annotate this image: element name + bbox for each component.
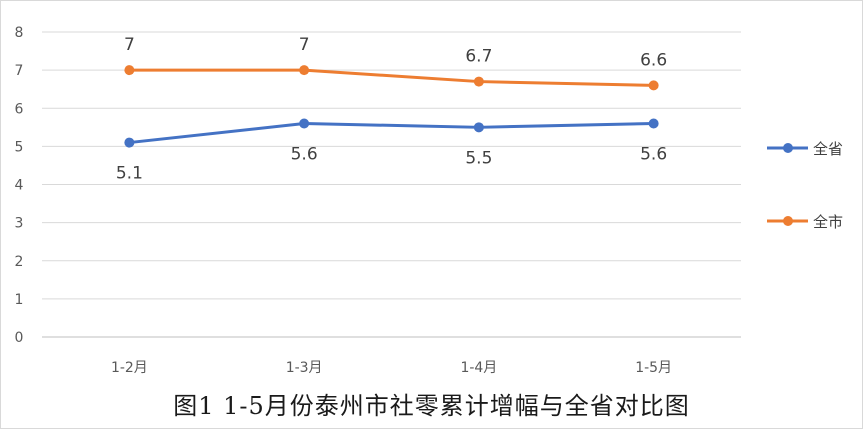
series-line-0 [127, 122, 656, 145]
series-line-1 [127, 68, 656, 87]
data-label: 5.6 [640, 145, 667, 165]
x-tick-label: 1-4月 [460, 360, 497, 376]
data-label: 5.6 [291, 145, 318, 165]
data-label: 7 [124, 35, 135, 55]
legend-label: 全省 [813, 140, 843, 158]
legend-marker-1 [783, 216, 793, 226]
data-label: 6.7 [465, 47, 492, 67]
line-chart: 0 1 2 3 4 5 6 7 8 1-2月 1-3月 1-4月 1-5月 5.1 5.6 5.5 5.6 7 7 6… [15, 25, 843, 376]
x-tick-label: 1-2月 [111, 360, 148, 376]
y-tick-label: 1 [15, 292, 24, 308]
data-label: 7 [299, 35, 310, 55]
x-tick-label: 1-3月 [286, 360, 323, 376]
data-point [299, 65, 310, 76]
data-point [299, 118, 310, 129]
y-tick-label: 3 [15, 216, 24, 232]
legend-label: 全市 [813, 213, 843, 231]
data-point [648, 118, 659, 129]
y-tick-label: 0 [15, 330, 24, 346]
data-point [473, 76, 484, 87]
data-point [648, 80, 659, 91]
y-tick-label: 2 [15, 254, 24, 270]
data-label: 6.6 [640, 50, 667, 70]
data-label: 5.1 [116, 164, 143, 184]
y-tick-label: 6 [15, 101, 24, 117]
y-tick-label: 7 [15, 63, 24, 79]
data-label: 5.5 [465, 148, 492, 168]
chart-title: 图1 1-5月份泰州市社零累计增幅与全省对比图 [173, 392, 690, 420]
data-point [124, 137, 135, 148]
data-point [473, 122, 484, 133]
y-tick-label: 5 [15, 139, 24, 155]
legend-marker-0 [783, 143, 793, 153]
data-point [124, 65, 135, 76]
x-tick-label: 1-5月 [635, 360, 672, 376]
y-tick-label: 8 [15, 25, 24, 41]
y-tick-label: 4 [15, 178, 24, 194]
